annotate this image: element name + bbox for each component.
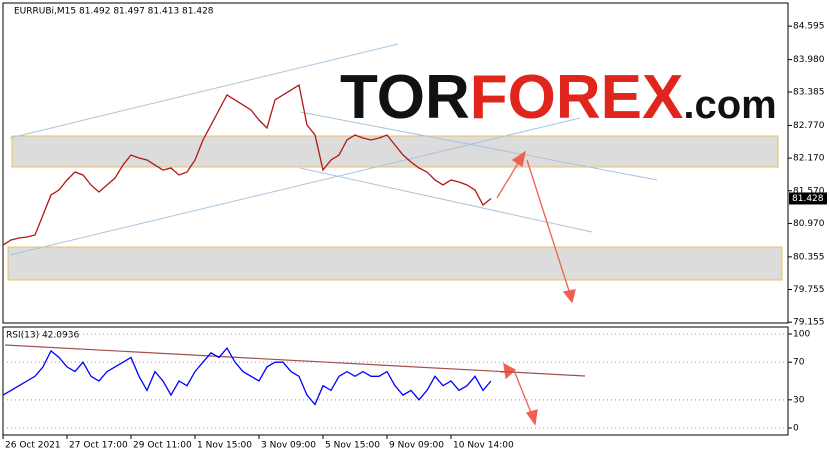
series-line xyxy=(2,83,492,246)
y-tick-label: 30 xyxy=(793,395,805,405)
last-price-label: 81.428 xyxy=(792,194,824,204)
rsi-panel xyxy=(2,326,789,436)
x-tick-label: 3 Nov 09:00 xyxy=(261,441,316,451)
y-tick-label: 70 xyxy=(793,358,805,368)
x-tick-label: 1 Nov 15:00 xyxy=(197,441,252,451)
series-line xyxy=(2,346,492,406)
y-tick-label: 82.770 xyxy=(793,121,825,131)
last-price-box xyxy=(789,192,827,205)
forecast-arrows xyxy=(496,150,576,426)
y-tick-label: 79.755 xyxy=(793,285,825,295)
y-tick-label: 84.595 xyxy=(793,22,825,32)
y-tick-label: 81.570 xyxy=(793,186,825,196)
chart-title: EURRUBi,M15 81.492 81.497 81.413 81.428 xyxy=(14,7,214,17)
support-zone xyxy=(7,246,783,281)
channel-line xyxy=(9,43,399,139)
channel-line xyxy=(299,111,658,181)
x-tick-label: 5 Nov 15:00 xyxy=(325,441,380,451)
resistance-zone xyxy=(11,135,779,168)
rsi-title: RSI(13) 42.0936 xyxy=(6,331,79,341)
watermark-part: FOREX xyxy=(470,63,684,132)
rsi-trendline xyxy=(4,344,586,377)
channel-line xyxy=(9,117,581,256)
x-tick-label: 27 Oct 17:00 xyxy=(69,441,128,451)
y-tick-label: 80.355 xyxy=(793,252,825,262)
y-tick-label: 83.385 xyxy=(793,87,825,97)
y-tick-label: 0 xyxy=(793,424,799,434)
x-tick-label: 10 Nov 14:00 xyxy=(453,441,514,451)
y-tick-label: 83.980 xyxy=(793,55,825,65)
y-tick-label: 82.170 xyxy=(793,154,825,164)
y-tick-label: 80.970 xyxy=(793,219,825,229)
y-tick-label: 79.155 xyxy=(793,318,825,328)
channel-line xyxy=(299,167,593,233)
x-tick-label: 9 Nov 09:00 xyxy=(389,441,444,451)
watermark: TORFOREX.com xyxy=(340,63,777,132)
watermark-part: .com xyxy=(683,83,776,127)
watermark-part: TOR xyxy=(340,63,470,132)
x-tick-label: 29 Oct 11:00 xyxy=(133,441,192,451)
y-tick-label: 100 xyxy=(793,329,810,339)
x-tick-label: 26 Oct 2021 xyxy=(5,441,61,451)
main-panel xyxy=(2,2,789,324)
